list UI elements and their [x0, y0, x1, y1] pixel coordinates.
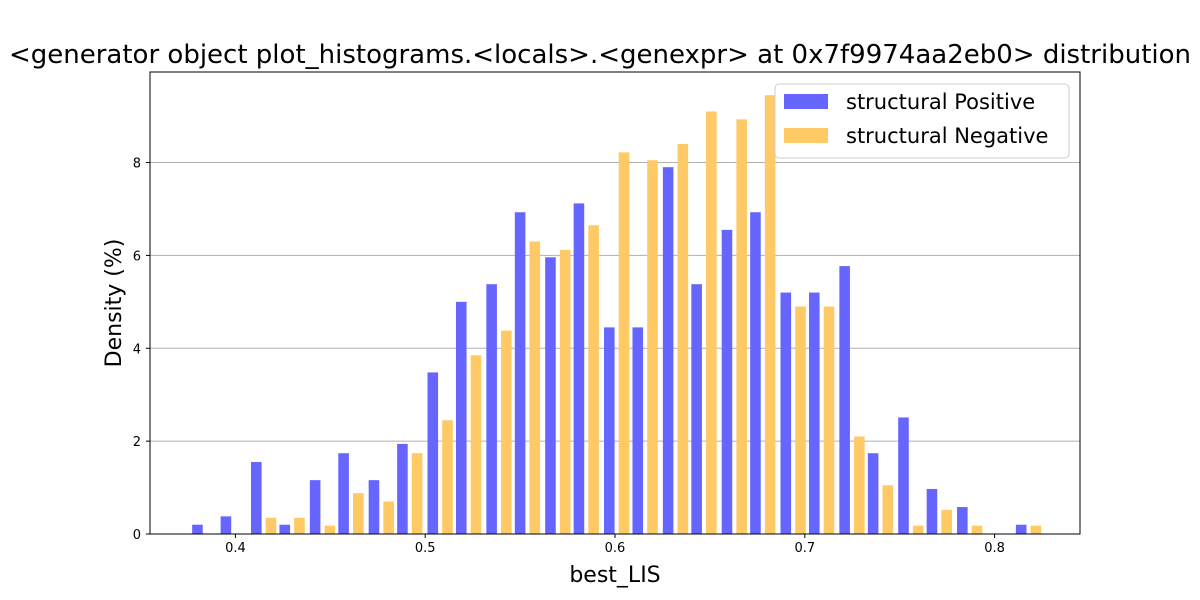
bar-negative	[588, 225, 599, 535]
bar-positive	[573, 203, 585, 534]
x-tick-label: 0.6	[605, 541, 626, 556]
axis-ticks: 0.4 0.5 0.6 0.7 0.8 0 2 4 6 8	[133, 157, 1005, 556]
bar-negative	[324, 525, 336, 534]
legend-label-positive: structural Positive	[846, 90, 1035, 114]
bar-negative	[618, 152, 630, 534]
bar-negative	[971, 525, 983, 534]
bar-negative	[442, 420, 453, 534]
x-tick-label: 0.5	[415, 541, 436, 556]
bar-positive	[750, 212, 761, 535]
y-tick-label: 0	[133, 528, 141, 543]
bar-negative	[529, 241, 541, 535]
bar-negative	[383, 501, 394, 534]
bar-positive	[604, 327, 615, 534]
bar-positive	[691, 284, 702, 534]
legend-label-negative: structural Negative	[846, 124, 1048, 148]
bar-negative	[647, 160, 658, 534]
bars	[192, 95, 1042, 535]
bar-positive	[192, 524, 203, 534]
bar-negative	[706, 111, 717, 534]
bar-positive	[957, 507, 968, 534]
bar-negative	[736, 119, 747, 535]
bar-negative	[265, 517, 277, 534]
bar-negative	[411, 453, 423, 534]
bar-negative	[294, 517, 305, 534]
bar-negative	[353, 493, 364, 534]
bar-negative	[677, 143, 689, 534]
y-tick-label: 8	[133, 157, 141, 172]
x-tick-label: 0.8	[984, 541, 1005, 556]
legend-swatch-positive	[784, 94, 828, 109]
bar-positive	[926, 488, 938, 534]
bar-positive	[279, 524, 291, 534]
bar-negative	[854, 436, 865, 534]
bar-negative	[941, 509, 952, 534]
bar-positive	[309, 480, 321, 534]
bar-positive	[898, 417, 909, 534]
bar-positive	[808, 292, 820, 534]
grid-lines	[150, 162, 1080, 535]
bar-negative	[501, 330, 512, 534]
bar-negative	[1030, 525, 1042, 534]
y-tick-label: 6	[133, 249, 141, 264]
bar-negative	[764, 95, 776, 534]
bar-positive	[662, 167, 674, 534]
bar-positive	[250, 462, 262, 534]
bar-positive	[368, 480, 380, 534]
bar-negative	[470, 355, 482, 534]
y-tick-label: 4	[133, 342, 141, 357]
bar-positive	[780, 292, 792, 534]
bar-positive	[632, 327, 644, 534]
bar-negative	[559, 249, 571, 534]
x-axis-title: best_LIS	[569, 563, 660, 588]
bar-negative	[795, 306, 806, 534]
bar-positive	[427, 372, 439, 534]
legend: structural Positive structural Negative	[774, 83, 1070, 159]
legend-box	[774, 83, 1070, 159]
y-tick-label: 2	[133, 435, 141, 450]
bar-positive	[486, 284, 497, 534]
legend-swatch-negative	[784, 128, 828, 143]
chart-title: <generator object plot_histograms.<local…	[9, 40, 1191, 70]
bar-positive	[455, 301, 467, 534]
bar-positive	[338, 453, 349, 534]
y-axis-title: Density (%)	[102, 239, 127, 368]
bar-positive	[867, 453, 879, 534]
bar-positive	[514, 212, 526, 535]
bar-positive	[397, 443, 408, 534]
bar-negative	[882, 485, 894, 534]
bar-positive	[1015, 524, 1027, 534]
bar-positive	[839, 266, 850, 534]
bar-negative	[823, 306, 835, 534]
bar-positive	[545, 257, 556, 534]
bar-negative	[912, 525, 924, 534]
x-tick-label: 0.4	[225, 541, 246, 556]
bar-positive	[220, 516, 232, 534]
bar-positive	[721, 229, 733, 534]
x-tick-label: 0.7	[794, 541, 815, 556]
